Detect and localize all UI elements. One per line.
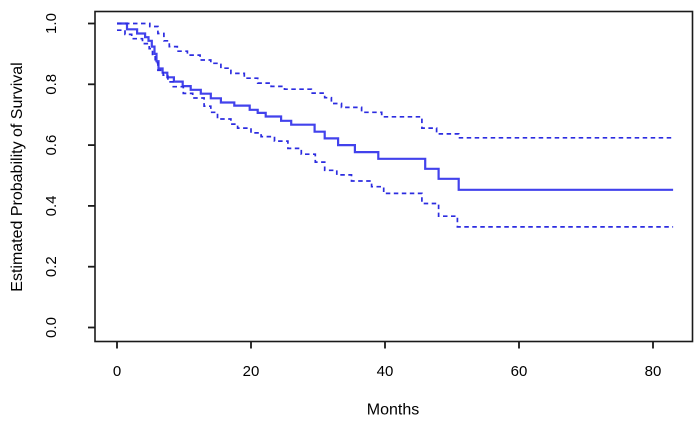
x-tick-label: 0	[113, 363, 121, 380]
axis-ticks: 0 20 40 60 80 0.0 0.2 0.4 0.6 0.8 1.0	[43, 13, 661, 380]
x-axis-title: Months	[367, 402, 419, 419]
survival-curves	[117, 22, 674, 228]
survival-curve-solid	[117, 22, 674, 191]
y-tick-label: 0.8	[43, 74, 60, 95]
plot-border-box	[94, 10, 694, 343]
x-tick-label: 80	[645, 363, 662, 380]
y-tick-label: 0.4	[43, 195, 60, 216]
ci-upper-dashed	[117, 22, 674, 139]
ci-lower-dashed	[117, 29, 674, 228]
y-tick-label: 0.6	[43, 135, 60, 156]
y-tick-label: 0.0	[43, 317, 60, 338]
y-tick-label: 0.2	[43, 256, 60, 277]
y-tick-label: 1.0	[43, 13, 60, 34]
x-tick-label: 40	[377, 363, 394, 380]
x-tick-label: 60	[511, 363, 528, 380]
y-axis-title: Estimated Probability of Survival	[9, 62, 26, 291]
x-tick-label: 20	[243, 363, 260, 380]
